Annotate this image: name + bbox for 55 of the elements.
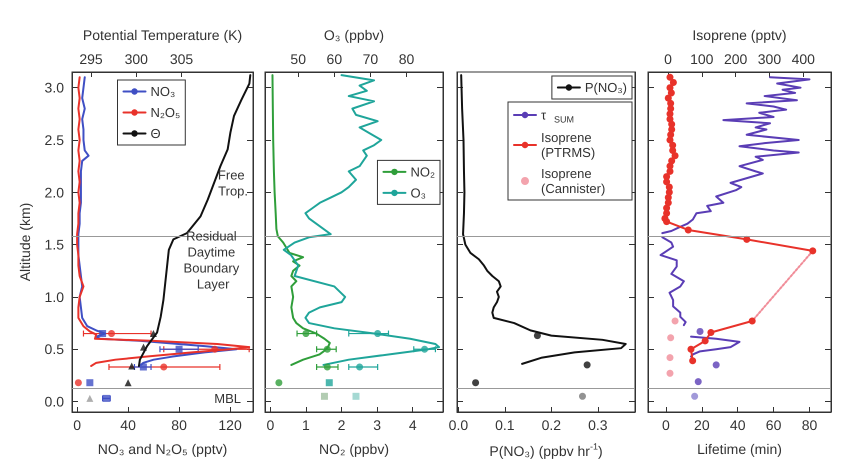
x2-tick-label: 0 — [664, 51, 672, 67]
x2-tick-label: 80 — [398, 51, 415, 67]
y-tick-label: 3.0 — [44, 80, 64, 96]
legend-label: P(NO₃) — [584, 80, 627, 95]
y-tick-label: 2.5 — [44, 132, 64, 148]
x-tick-label: 3 — [373, 417, 382, 433]
annotation: MBL — [214, 390, 242, 406]
x2-tick-label: 100 — [690, 51, 714, 67]
x-tick-label: 40 — [730, 417, 746, 433]
x2-tick-label: 305 — [170, 51, 194, 67]
x-tick-label: 4 — [408, 417, 417, 433]
x-tick-label: 0.2 — [542, 417, 562, 433]
x-axis-title: Lifetime (min) — [697, 441, 782, 457]
x-tick-label: 40 — [120, 417, 136, 433]
x-axis-title: NO₂ (ppbv) — [318, 441, 390, 457]
annotation: Residual Daytime Boundary Layer — [184, 228, 243, 292]
legend-label: NO₂ — [410, 164, 435, 180]
legend-label: N₂O₅ — [150, 105, 180, 120]
y-axis-title: Altitude (km) — [17, 202, 33, 282]
x-tick-label: 0.1 — [495, 417, 515, 433]
x2-tick-label: 50 — [290, 51, 306, 67]
legend-label: O₃ — [410, 185, 426, 200]
legend-label: Isoprene (PTRMS) — [541, 130, 596, 160]
legend-label: Isoprene (Cannister) — [541, 166, 606, 196]
annotation: Free Trop. — [218, 167, 248, 198]
x2-tick-label: 300 — [124, 51, 148, 67]
x-tick-label: 80 — [802, 417, 818, 433]
x-tick-label: 120 — [218, 417, 242, 433]
x2-tick-label: 400 — [792, 51, 816, 67]
x-tick-label: 0 — [266, 417, 274, 433]
y-tick-label: 0.0 — [44, 394, 64, 410]
x2-tick-label: 200 — [724, 51, 748, 67]
y-tick-label: 1.0 — [44, 288, 64, 305]
x-tick-label: 80 — [171, 417, 188, 433]
x2-axis-title: Potential Temperature (K) — [82, 27, 242, 43]
x2-tick-label: 300 — [758, 51, 782, 67]
x2-axis-title: Isoprene (pptv) — [692, 27, 787, 43]
x-axis-title: NO₃ and N₂O₅ (pptv) — [98, 441, 228, 457]
legend-label: NO₃ — [150, 84, 176, 99]
y-tick-label: 2.0 — [44, 184, 64, 200]
x-tick-label: 1 — [302, 417, 310, 433]
x-tick-label: 0 — [662, 417, 670, 433]
x-tick-label: 60 — [766, 417, 782, 433]
legend-label: Θ — [150, 126, 161, 141]
x-tick-label: 20 — [694, 417, 710, 433]
x-tick-label: 2 — [338, 417, 346, 433]
x2-tick-label: 60 — [326, 51, 342, 67]
x2-tick-label: 295 — [79, 51, 103, 67]
x2-axis-title: O₃ (ppbv) — [324, 27, 384, 43]
y-tick-label: 0.5 — [44, 341, 64, 358]
x2-tick-label: 70 — [362, 51, 378, 67]
x-tick-label: 0.0 — [448, 417, 468, 433]
x-tick-label: 0.3 — [588, 417, 608, 433]
x-tick-label: 0 — [73, 417, 82, 433]
y-tick-label: 1.5 — [44, 236, 64, 253]
